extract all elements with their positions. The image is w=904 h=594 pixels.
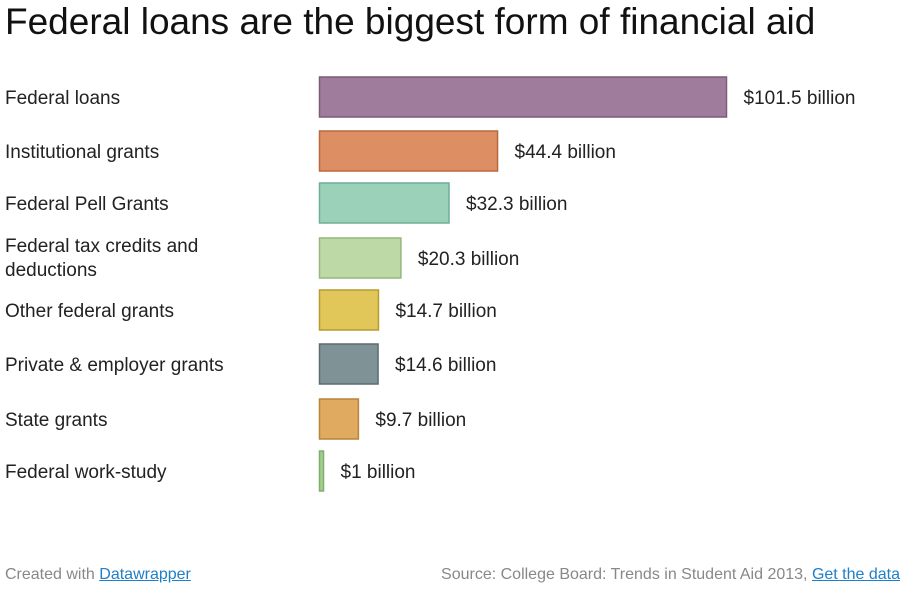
get-the-data-link[interactable]: Get the data — [811, 566, 900, 583]
bar — [318, 343, 379, 385]
category-label: State grants — [5, 410, 107, 431]
category-label: Federal Pell Grants — [5, 194, 169, 215]
footer-source: Source: College Board: Trends in Student… — [441, 566, 900, 584]
datawrapper-link[interactable]: Datawrapper — [99, 566, 191, 583]
bar — [318, 182, 450, 224]
value-label: $14.6 billion — [395, 355, 496, 376]
value-label: $14.7 billion — [395, 301, 496, 322]
category-label: Federal loans — [5, 88, 120, 109]
category-label: Institutional grants — [5, 142, 159, 163]
category-label: Federal work-study — [5, 462, 167, 483]
bar — [318, 130, 499, 172]
category-label: Private & employer grants — [5, 355, 224, 376]
category-label: Other federal grants — [5, 301, 174, 322]
value-label: $1 billion — [341, 462, 416, 483]
value-label: $9.7 billion — [375, 410, 466, 431]
chart-title: Federal loans are the biggest form of fi… — [5, 1, 816, 42]
bar — [318, 76, 728, 118]
source-text: Source: College Board: Trends in Student… — [441, 566, 812, 583]
bar-chart: Federal loans $101.5 billion Institutional… — [5, 76, 856, 492]
bar — [318, 289, 380, 331]
value-label: $20.3 billion — [418, 249, 519, 270]
value-label: $44.4 billion — [515, 142, 616, 163]
bar — [318, 398, 360, 440]
value-label: $32.3 billion — [466, 194, 567, 215]
value-label: $101.5 billion — [744, 88, 856, 109]
created-with-text: Created with — [5, 566, 100, 583]
bars-layer: Federal loans $101.5 billion Institutional… — [5, 76, 856, 492]
category-label: Federal tax credits and deductions — [5, 236, 198, 281]
bar — [318, 237, 402, 279]
footer-credit: Created with Datawrapper — [5, 566, 191, 584]
bar — [318, 450, 325, 492]
